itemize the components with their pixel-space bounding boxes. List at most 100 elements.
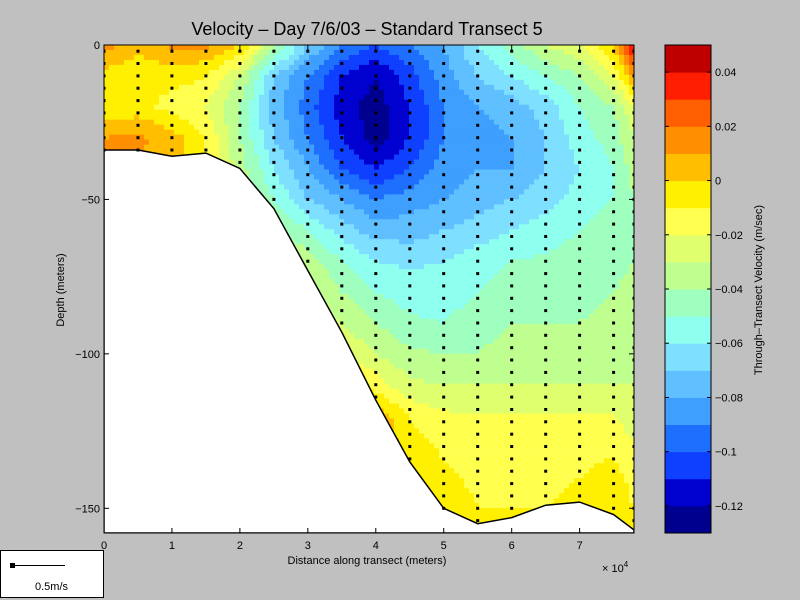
velocity-cell: [584, 169, 590, 176]
velocity-cell: [234, 79, 240, 86]
velocity-cell: [324, 274, 330, 280]
velocity-cell: [284, 219, 290, 225]
velocity-cell: [549, 234, 555, 240]
velocity-cell: [284, 74, 290, 81]
velocity-cell: [559, 169, 565, 176]
velocity-cell: [394, 154, 400, 161]
velocity-cell: [454, 54, 460, 61]
velocity-cell: [609, 159, 615, 166]
velocity-cell: [579, 59, 585, 66]
velocity-cell: [424, 229, 430, 235]
velocity-cell: [389, 269, 395, 275]
velocity-cell: [479, 114, 485, 121]
velocity-cell: [554, 234, 560, 240]
velocity-cell: [284, 139, 290, 146]
velocity-cell: [494, 184, 500, 191]
velocity-cell: [349, 224, 355, 230]
velocity-cell: [239, 109, 245, 116]
velocity-cell: [614, 254, 620, 260]
velocity-cell: [579, 239, 585, 245]
velocity-cell: [359, 94, 365, 101]
velocity-cell: [554, 64, 560, 71]
velocity-cell: [484, 74, 490, 81]
velocity-cell: [574, 169, 580, 176]
velocity-cell: [559, 164, 565, 171]
velocity-cell: [529, 199, 535, 205]
velocity-cell: [469, 204, 475, 210]
velocity-cell: [219, 149, 225, 156]
velocity-cell: [379, 269, 385, 275]
velocity-cell: [589, 244, 595, 250]
velocity-cell: [344, 164, 350, 171]
velocity-cell: [514, 249, 520, 255]
velocity-cell: [219, 134, 225, 141]
velocity-cell: [539, 84, 545, 91]
velocity-cell: [389, 164, 395, 171]
velocity-cell: [139, 139, 145, 146]
velocity-cell: [314, 94, 320, 101]
velocity-cell: [534, 129, 540, 136]
velocity-cell: [344, 89, 350, 96]
velocity-cell: [334, 259, 340, 265]
velocity-cell: [349, 244, 355, 250]
velocity-cell: [534, 59, 540, 66]
velocity-cell: [219, 124, 225, 131]
velocity-cell: [124, 119, 130, 126]
velocity-cell: [299, 219, 305, 225]
velocity-cell: [449, 159, 455, 166]
velocity-cell: [239, 164, 245, 171]
velocity-cell: [394, 234, 400, 240]
velocity-cell: [174, 99, 180, 106]
velocity-cell: [234, 49, 240, 56]
velocity-cell: [429, 259, 435, 265]
velocity-cell: [504, 149, 510, 156]
velocity-cell: [369, 134, 375, 141]
velocity-cell: [329, 269, 335, 275]
velocity-cell: [194, 144, 200, 151]
velocity-cell: [499, 179, 505, 186]
velocity-cell: [559, 74, 565, 81]
velocity-cell: [614, 224, 620, 230]
velocity-cell: [504, 194, 510, 200]
velocity-cell: [494, 214, 500, 220]
velocity-cell: [469, 69, 475, 76]
velocity-cell: [399, 119, 405, 126]
velocity-cell: [329, 144, 335, 151]
velocity-cell: [329, 129, 335, 136]
velocity-cell: [279, 104, 285, 111]
velocity-cell: [389, 259, 395, 265]
velocity-cell: [354, 254, 360, 260]
velocity-cell: [514, 134, 520, 141]
velocity-cell: [104, 74, 110, 81]
velocity-cell: [534, 124, 540, 131]
velocity-cell: [154, 134, 160, 141]
velocity-cell: [134, 114, 140, 121]
velocity-cell: [434, 214, 440, 220]
velocity-cell: [619, 84, 625, 91]
velocity-cell: [449, 264, 455, 270]
velocity-cell: [519, 99, 525, 106]
velocity-cell: [579, 144, 585, 151]
velocity-cell: [499, 209, 505, 215]
velocity-cell: [334, 219, 340, 225]
velocity-cell: [434, 194, 440, 200]
velocity-cell: [389, 134, 395, 141]
velocity-cell: [269, 154, 275, 161]
velocity-cell: [554, 179, 560, 186]
velocity-cell: [524, 59, 530, 66]
velocity-cell: [619, 229, 625, 235]
velocity-cell: [354, 239, 360, 245]
velocity-cell: [344, 94, 350, 101]
velocity-cell: [529, 174, 535, 181]
velocity-cell: [389, 179, 395, 186]
velocity-cell: [334, 269, 340, 275]
velocity-cell: [454, 154, 460, 161]
velocity-cell: [479, 274, 485, 280]
velocity-cell: [484, 249, 490, 255]
velocity-cell: [354, 129, 360, 136]
velocity-cell: [484, 139, 490, 146]
velocity-cell: [479, 159, 485, 166]
velocity-cell: [259, 114, 265, 121]
velocity-cell: [569, 94, 575, 101]
velocity-cell: [409, 69, 415, 76]
